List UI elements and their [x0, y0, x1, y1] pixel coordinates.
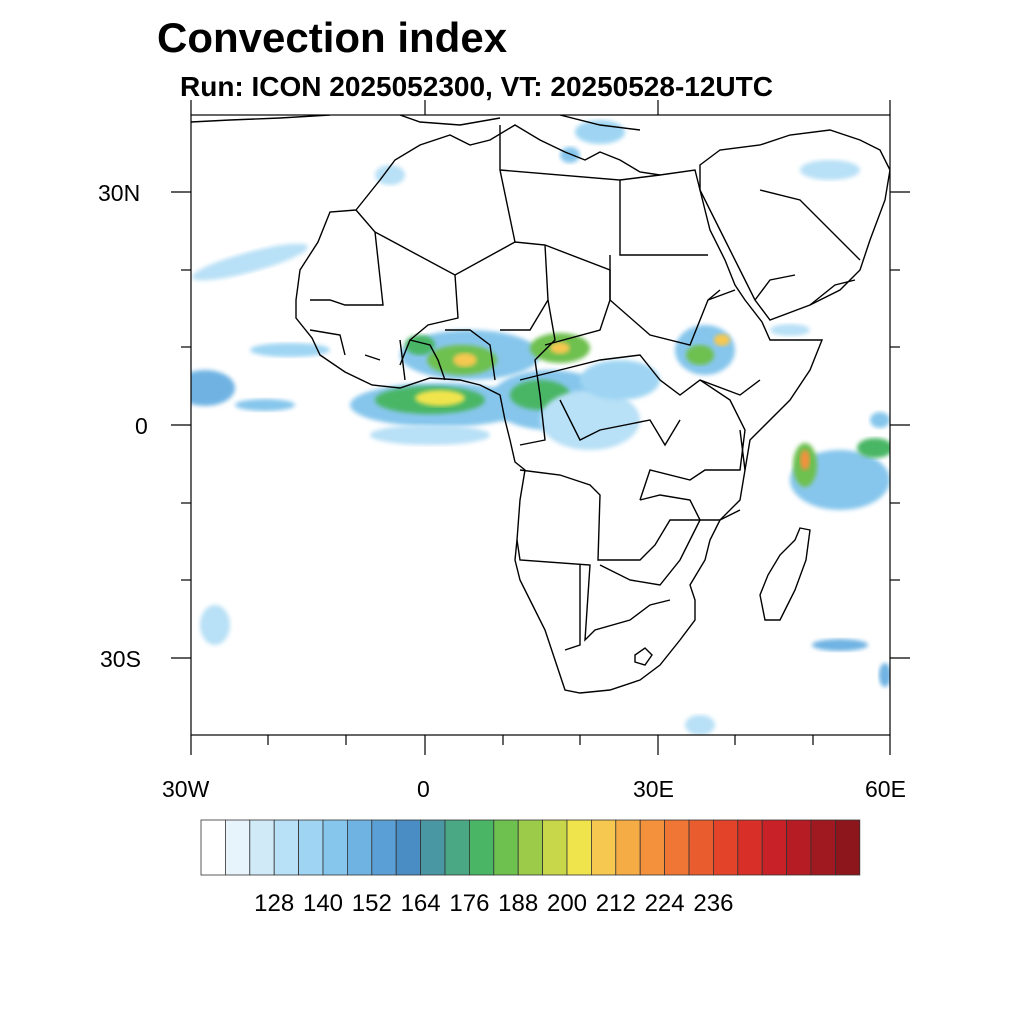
convection-patch	[370, 425, 490, 445]
y-tick-label: 30N	[98, 180, 141, 206]
convection-patch	[250, 343, 330, 357]
colorbar-cell	[835, 819, 861, 876]
convection-patch	[800, 160, 860, 180]
country-border	[609, 289, 721, 346]
colorbar-cell	[591, 819, 617, 876]
madagascar-coastline	[759, 527, 811, 621]
country-border	[719, 429, 746, 521]
convection-patch	[870, 412, 890, 428]
colorbar-cell	[298, 819, 324, 876]
country-border	[519, 394, 681, 447]
country-border	[409, 329, 496, 381]
country-border	[499, 169, 708, 256]
colorbar-cell	[688, 819, 714, 876]
chart-title: Convection index	[157, 14, 508, 61]
convection-patch	[191, 243, 309, 281]
colorbar-cell	[639, 819, 666, 876]
convection-patch	[560, 147, 580, 163]
convection-patch	[453, 353, 477, 367]
colorbar-tick-label: 152	[352, 890, 392, 917]
axis-ticks	[171, 100, 910, 755]
country-border	[519, 469, 700, 561]
colorbar-cell	[200, 819, 226, 876]
chart-subtitle: Run: ICON 2025052300, VT: 20250528-12UTC	[180, 71, 773, 102]
colorbar-cell	[444, 819, 470, 876]
convection-patch	[770, 324, 810, 336]
colorbar-tick-label: 128	[254, 890, 294, 917]
colorbar-cell	[664, 819, 690, 876]
country-border	[544, 244, 611, 300]
colorbar-cell	[395, 819, 422, 876]
convection-patch	[550, 342, 570, 354]
country-border	[639, 494, 720, 521]
country-border	[564, 519, 701, 651]
colorbar-tick-label: 224	[645, 890, 685, 917]
colorbar-tick-label: 212	[596, 890, 636, 917]
colorbar-tick-label: 200	[547, 890, 587, 917]
convection-patch	[200, 605, 230, 645]
colorbar-tick-label: 188	[498, 890, 538, 917]
colorbar-cell	[737, 819, 763, 876]
y-tick-label: 0	[135, 413, 148, 439]
africa-coastline	[295, 124, 824, 694]
colorbar-cell	[468, 819, 495, 876]
convection-patch	[686, 345, 714, 365]
x-tick-label: 30W	[162, 776, 210, 802]
colorbar-cell	[517, 819, 544, 876]
colorbar-tick-label: 176	[449, 890, 489, 917]
country-border	[310, 209, 384, 306]
country-border	[309, 329, 406, 381]
convection-patch	[800, 450, 810, 470]
x-tick-label: 60E	[865, 776, 906, 802]
colorbar-cell	[615, 819, 641, 876]
x-tick-label: 30E	[633, 776, 674, 802]
convection-patch	[580, 360, 660, 400]
country-border	[707, 274, 796, 301]
colorbar-cell	[249, 819, 275, 876]
convection-patch	[415, 390, 465, 406]
colorbar-tick-label: 236	[693, 890, 733, 917]
country-border	[759, 189, 861, 306]
arabia-coastline	[699, 129, 890, 321]
country-border	[634, 647, 653, 666]
colorbar-tick-label: 140	[303, 890, 343, 917]
colorbar-cell	[420, 819, 446, 876]
colorbar-cell	[566, 819, 592, 876]
colorbar-cell	[346, 819, 373, 876]
colorbar-tick-label: 164	[401, 890, 441, 917]
coastlines-borders	[191, 115, 890, 694]
colorbar-cell	[713, 819, 739, 876]
convection-patch	[375, 165, 405, 185]
colorbar-cell	[810, 819, 836, 876]
colorbar-cell	[224, 819, 251, 876]
country-border	[534, 299, 556, 396]
colorbar-cell	[273, 819, 300, 876]
colorbar-cell	[371, 819, 397, 876]
convection-field	[191, 120, 890, 735]
colorbar-cell	[322, 819, 348, 876]
country-border	[639, 379, 746, 501]
convection-patch	[714, 334, 730, 346]
colorbar-cell	[761, 819, 788, 876]
colorbar-cell	[542, 819, 568, 876]
europe-coastline	[191, 115, 641, 131]
convection-patch	[540, 390, 640, 450]
country-border	[399, 274, 459, 366]
x-tick-label: 0	[417, 776, 430, 802]
country-border	[519, 354, 761, 396]
convection-patch	[235, 399, 295, 411]
colorbar-cell	[786, 819, 812, 876]
convection-patch	[685, 715, 715, 735]
colorbar-cell	[493, 819, 519, 876]
convection-patch	[191, 370, 235, 406]
convection-patch	[879, 663, 890, 687]
y-tick-label: 30S	[100, 646, 141, 672]
convection-patch	[857, 438, 890, 458]
country-border	[516, 539, 671, 642]
convection-patch	[812, 639, 868, 651]
